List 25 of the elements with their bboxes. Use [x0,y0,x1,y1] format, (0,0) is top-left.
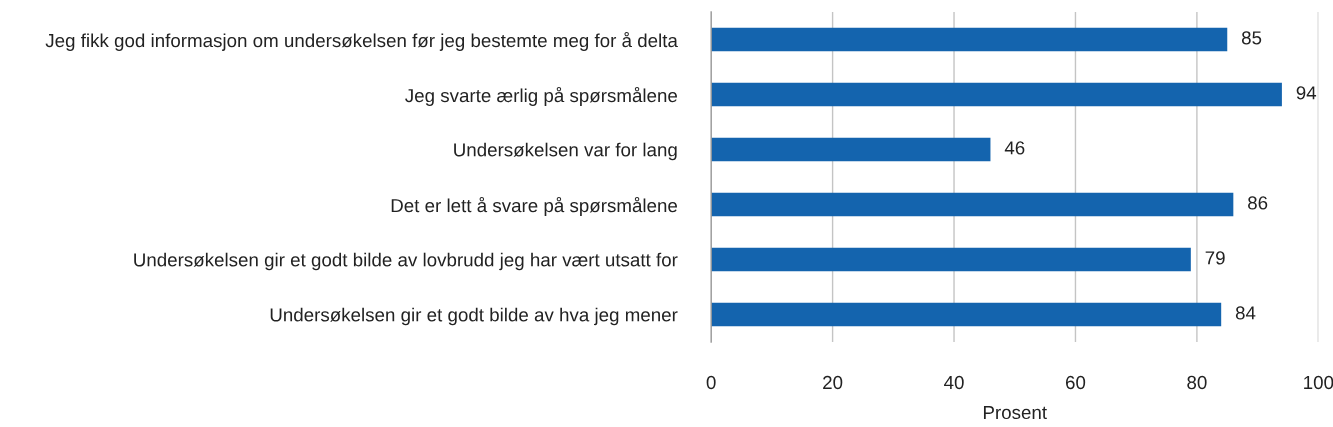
bar [711,137,991,162]
bar [711,27,1228,52]
x-tick-label: 20 [823,375,843,390]
y-tick-label: Jeg fikk god informasjon om undersøkelsen før jeg bestemte meg for å delta [45,31,678,51]
data-label: 46 [1004,141,1025,155]
x-tick-label: 0 [706,375,716,390]
bar [711,247,1191,272]
y-tick-label: Undersøkelsen gir et godt bilde av hva jeg mener [270,307,678,326]
x-tick-label: 40 [944,375,964,390]
bar [711,192,1234,217]
data-label: 79 [1205,251,1225,265]
y-tick-label: Det er lett å svare på spørsmålene [391,196,678,216]
y-tick-label: Undersøkelsen gir et godt bilde av lovbrudd jeg har vært utsatt for [134,252,678,271]
x-tick-label: 60 [1065,375,1086,390]
data-label: 94 [1296,86,1317,100]
data-label: 84 [1235,306,1256,320]
bar [711,302,1222,327]
data-label: 86 [1248,196,1268,210]
x-axis-title: Prosent [983,406,1047,420]
x-tick-label: 100 [1304,375,1333,390]
data-label: 85 [1241,31,1262,45]
y-tick-label: Undersøkelsen var for lang [454,142,677,161]
x-tick-label: 80 [1187,375,1207,390]
bar [711,82,1282,107]
y-tick-label: Jeg svarte ærlig på spørsmålene [405,86,678,106]
